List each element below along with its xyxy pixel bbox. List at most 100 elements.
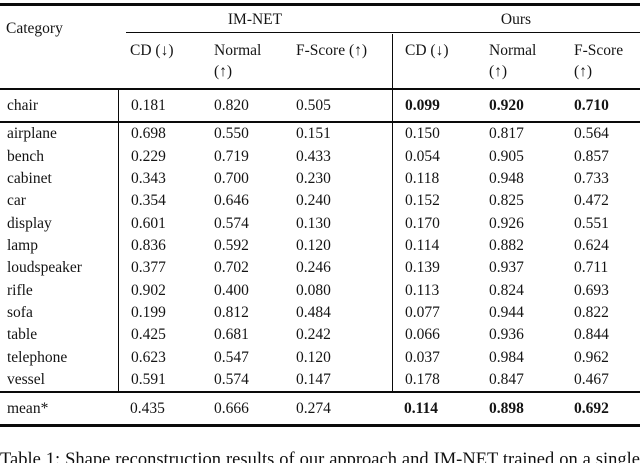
value-cell: 0.151 <box>296 125 331 143</box>
column-header-ours-fscore: F-Score (↑) <box>562 34 640 88</box>
value-cell: 0.118 <box>392 167 477 191</box>
value-cell: 0.847 <box>489 370 524 388</box>
table-row-rifle: rifle 0.902 0.400 0.080 0.113 0.824 0.693 <box>0 279 640 302</box>
value-cell: 0.702 <box>214 259 249 277</box>
value-cell: 0.711 <box>574 259 609 277</box>
value-cell: 0.836 <box>118 234 202 258</box>
rule-bottom <box>0 424 640 427</box>
category-cell: loudspeaker <box>7 259 82 277</box>
category-cell: chair <box>7 96 38 114</box>
value-cell: 0.274 <box>296 399 331 417</box>
value-cell: 0.343 <box>118 167 202 191</box>
value-cell: 0.825 <box>489 192 524 210</box>
group-header-row: IM-NET Ours <box>0 6 640 33</box>
value-cell: 0.240 <box>296 192 331 210</box>
table-row-airplane: airplane 0.698 0.550 0.151 0.150 0.817 0.564 <box>0 123 640 146</box>
value-cell: 0.472 <box>574 192 609 210</box>
column-header-ours-cd: CD (↓) <box>392 34 477 88</box>
value-cell: 0.147 <box>296 370 331 388</box>
value-cell: 0.698 <box>118 123 202 146</box>
rule-top <box>0 3 640 6</box>
category-cell: rifle <box>7 281 33 299</box>
value-cell-best: 0.710 <box>574 96 609 114</box>
value-cell: 0.719 <box>214 147 249 165</box>
table-row-vessel: vessel 0.591 0.574 0.147 0.178 0.847 0.467 <box>0 368 640 392</box>
value-cell: 0.113 <box>392 279 477 302</box>
value-cell: 0.077 <box>392 301 477 325</box>
category-cell: cabinet <box>7 169 52 187</box>
value-cell: 0.936 <box>489 326 524 344</box>
table-row-display: display 0.601 0.574 0.130 0.170 0.926 0.551 <box>0 212 640 235</box>
column-header-label: F-Score <box>574 42 624 59</box>
value-cell: 0.178 <box>392 368 477 392</box>
subheader-row: CD (↓) Normal (↑) F-Score (↑) CD (↓) Nor… <box>0 34 640 88</box>
value-cell: 0.354 <box>118 190 202 213</box>
value-cell: 0.844 <box>574 326 609 344</box>
rule-under-group-headers <box>126 32 640 34</box>
category-cell: airplane <box>7 125 57 143</box>
value-cell: 0.377 <box>118 257 202 280</box>
table-row-car: car 0.354 0.646 0.240 0.152 0.825 0.472 <box>0 190 640 213</box>
value-cell: 0.817 <box>489 125 524 143</box>
value-cell: 0.484 <box>296 303 331 321</box>
value-cell: 0.937 <box>489 259 524 277</box>
column-header-label: Normal <box>214 42 262 59</box>
value-cell: 0.550 <box>214 125 249 143</box>
table-row-chair: chair 0.181 0.820 0.505 0.099 0.920 0.71… <box>0 90 640 121</box>
value-cell: 0.902 <box>118 279 202 302</box>
value-cell: 0.505 <box>296 96 331 114</box>
value-cell: 0.984 <box>489 348 524 366</box>
subheader-spacer <box>0 34 118 88</box>
table-row-loudspeaker: loudspeaker 0.377 0.702 0.246 0.139 0.937 0.71… <box>0 257 640 280</box>
category-cell: table <box>7 326 38 344</box>
value-cell: 0.425 <box>118 324 202 347</box>
rule-under-header <box>0 88 640 90</box>
value-cell: 0.820 <box>214 96 249 114</box>
value-cell: 0.066 <box>392 324 477 347</box>
value-cell: 0.574 <box>214 370 249 388</box>
category-cell: bench <box>7 147 45 165</box>
table-row-mean: mean* 0.435 0.666 0.274 0.114 0.898 0.69… <box>0 393 640 424</box>
category-cell: mean* <box>7 399 49 417</box>
category-cell: car <box>7 192 26 210</box>
value-cell-best: 0.898 <box>489 399 524 417</box>
value-cell: 0.926 <box>489 214 524 232</box>
column-header-label: CD (↓) <box>130 42 174 59</box>
value-cell: 0.812 <box>214 303 249 321</box>
table-row-bench: bench 0.229 0.719 0.433 0.054 0.905 0.857 <box>0 145 640 168</box>
column-header-imnet-fscore: F-Score (↑) <box>284 34 392 88</box>
value-cell: 0.591 <box>118 368 202 392</box>
value-cell: 0.120 <box>296 236 331 254</box>
value-cell: 0.547 <box>214 348 249 366</box>
group-header-imnet: IM-NET <box>227 10 283 28</box>
category-cell: sofa <box>7 303 33 321</box>
value-cell-best: 0.692 <box>574 399 609 417</box>
value-cell: 0.230 <box>296 169 331 187</box>
table-caption: Table 1: Shape reconstruction results of… <box>0 450 640 463</box>
value-cell: 0.181 <box>118 90 202 121</box>
column-header-imnet-normal: Normal (↑) <box>202 34 284 88</box>
rule-under-chair-row <box>0 121 640 123</box>
value-cell: 0.150 <box>392 123 477 146</box>
value-cell: 0.700 <box>214 169 249 187</box>
table-row-telephone: telephone 0.623 0.547 0.120 0.037 0.984 0.962 <box>0 346 640 369</box>
value-cell: 0.646 <box>214 192 249 210</box>
category-cell: vessel <box>7 370 45 388</box>
value-cell: 0.435 <box>130 399 165 417</box>
column-header-category: Category <box>6 20 63 37</box>
value-cell: 0.623 <box>118 346 202 369</box>
value-cell: 0.170 <box>392 212 477 235</box>
value-cell: 0.054 <box>392 145 477 168</box>
value-cell: 0.601 <box>118 212 202 235</box>
value-cell: 0.681 <box>214 326 249 344</box>
value-cell: 0.080 <box>296 281 331 299</box>
value-cell-best: 0.099 <box>392 90 477 121</box>
value-cell: 0.857 <box>574 147 609 165</box>
value-cell: 0.433 <box>296 147 331 165</box>
column-header-imnet-cd: CD (↓) <box>118 34 202 88</box>
category-cell: display <box>7 214 52 232</box>
group-header-ours: Ours <box>500 10 532 28</box>
table-row-cabinet: cabinet 0.343 0.700 0.230 0.118 0.948 0.733 <box>0 167 640 191</box>
value-cell: 0.551 <box>574 214 609 232</box>
value-cell: 0.467 <box>574 370 609 388</box>
